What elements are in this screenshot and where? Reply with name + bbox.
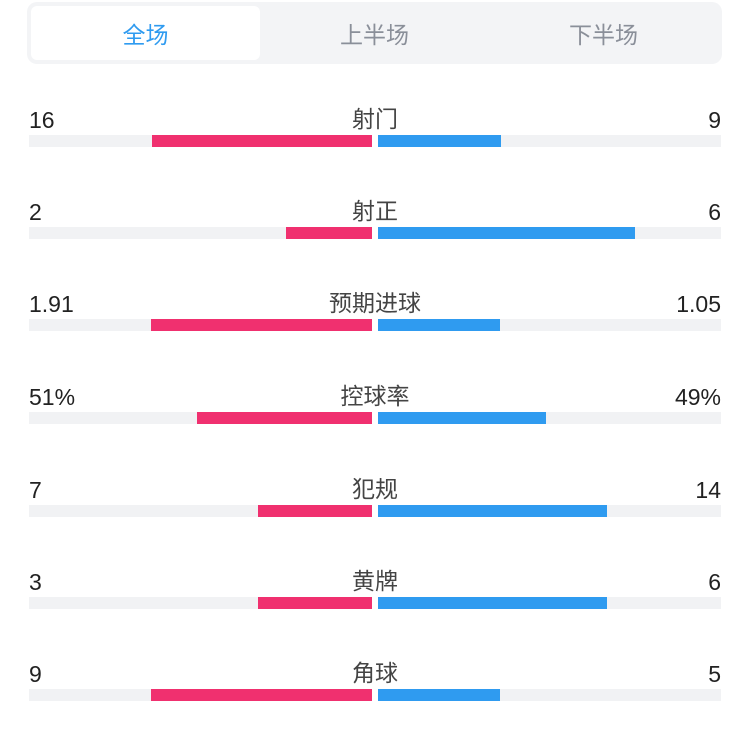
home-bar <box>258 505 372 517</box>
stat-label: 控球率 <box>340 384 410 410</box>
away-bar-track <box>378 505 721 517</box>
away-bar <box>378 412 546 424</box>
stat-label: 射正 <box>352 199 398 225</box>
stat-row-shots-on-target: 射正 2 6 <box>0 198 750 268</box>
away-bar <box>378 319 500 331</box>
tab-full-match[interactable]: 全场 <box>31 6 260 60</box>
home-bar-track <box>29 412 372 424</box>
home-value: 9 <box>29 661 42 687</box>
away-value: 49% <box>674 384 721 410</box>
home-bar-track <box>29 227 372 239</box>
stat-label: 黄牌 <box>352 569 398 595</box>
away-value: 5 <box>708 661 721 687</box>
away-bar <box>378 227 635 239</box>
away-bar-track <box>378 227 721 239</box>
home-value: 3 <box>29 569 42 595</box>
home-bar <box>258 597 372 609</box>
tab-first-half[interactable]: 上半场 <box>340 23 409 49</box>
stat-row-yellow-cards: 黄牌 3 6 <box>0 568 750 638</box>
home-bar-track <box>29 505 372 517</box>
away-bar-track <box>378 597 721 609</box>
home-bar <box>151 689 372 701</box>
away-bar-track <box>378 412 721 424</box>
home-bar <box>286 227 372 239</box>
stat-row-possession: 控球率 51% 49% <box>0 383 750 453</box>
tab-second-half[interactable]: 下半场 <box>569 23 638 49</box>
stat-label: 角球 <box>352 661 398 687</box>
home-value: 51% <box>29 384 76 410</box>
home-bar-track <box>29 135 372 147</box>
away-value: 14 <box>695 477 721 503</box>
away-value: 9 <box>708 107 721 133</box>
away-bar-track <box>378 135 721 147</box>
home-bar <box>152 135 372 147</box>
home-bar-track <box>29 689 372 701</box>
away-bar <box>378 505 607 517</box>
away-value: 6 <box>708 199 721 225</box>
home-value: 2 <box>29 199 42 225</box>
away-value: 6 <box>708 569 721 595</box>
home-value: 16 <box>29 107 55 133</box>
stat-row-expected-goals: 预期进球 1.91 1.05 <box>0 290 750 360</box>
home-value: 7 <box>29 477 42 503</box>
stat-label: 预期进球 <box>329 291 421 317</box>
away-value: 1.05 <box>676 291 721 317</box>
stat-row-shots: 射门 16 9 <box>0 106 750 176</box>
stat-row-corners: 角球 9 5 <box>0 660 750 730</box>
away-bar <box>378 135 501 147</box>
home-bar <box>151 319 372 331</box>
stat-label: 射门 <box>352 107 398 133</box>
away-bar-track <box>378 319 721 331</box>
stat-row-fouls: 犯规 7 14 <box>0 476 750 546</box>
home-bar-track <box>29 319 372 331</box>
away-bar <box>378 597 607 609</box>
home-value: 1.91 <box>29 291 74 317</box>
away-bar <box>378 689 500 701</box>
stat-label: 犯规 <box>352 477 398 503</box>
home-bar <box>197 412 372 424</box>
period-tab-bar: 全场 上半场 下半场 <box>27 2 722 64</box>
away-bar-track <box>378 689 721 701</box>
home-bar-track <box>29 597 372 609</box>
